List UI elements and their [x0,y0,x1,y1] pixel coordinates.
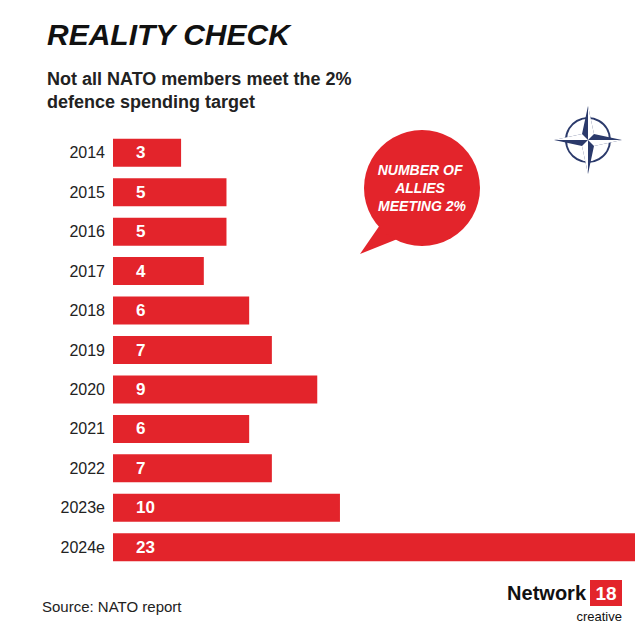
svg-text:5: 5 [136,222,145,241]
svg-text:5: 5 [136,183,145,202]
svg-text:9: 9 [136,380,145,399]
svg-text:creative: creative [576,609,622,624]
svg-text:3: 3 [136,143,145,162]
svg-text:ALLIES: ALLIES [394,180,449,196]
svg-text:23: 23 [136,538,155,557]
svg-text:6: 6 [136,419,145,438]
svg-text:10: 10 [136,498,155,517]
svg-text:NUMBER OF: NUMBER OF [378,162,467,178]
svg-text:2014: 2014 [69,144,105,161]
svg-text:7: 7 [136,459,145,478]
svg-text:2024e: 2024e [61,539,106,556]
svg-text:MEETING 2%: MEETING 2% [378,198,466,214]
svg-text:7: 7 [136,341,145,360]
svg-text:Network: Network [507,582,587,604]
svg-text:2021: 2021 [69,420,105,437]
svg-text:2018: 2018 [69,302,105,319]
svg-text:Not all NATO members meet the: Not all NATO members meet the 2% [47,69,356,89]
svg-text:2017: 2017 [69,263,105,280]
svg-text:4: 4 [136,262,146,281]
svg-text:2019: 2019 [69,342,105,359]
svg-text:6: 6 [136,301,145,320]
svg-text:defence spending target: defence spending target [47,92,255,112]
svg-text:2015: 2015 [69,184,105,201]
svg-text:18: 18 [595,583,616,604]
svg-text:2022: 2022 [69,460,105,477]
svg-text:Source: NATO report: Source: NATO report [42,598,182,615]
svg-text:REALITY CHECK: REALITY CHECK [47,18,292,51]
svg-text:2020: 2020 [69,381,105,398]
svg-text:2023e: 2023e [61,499,106,516]
svg-text:2016: 2016 [69,223,105,240]
